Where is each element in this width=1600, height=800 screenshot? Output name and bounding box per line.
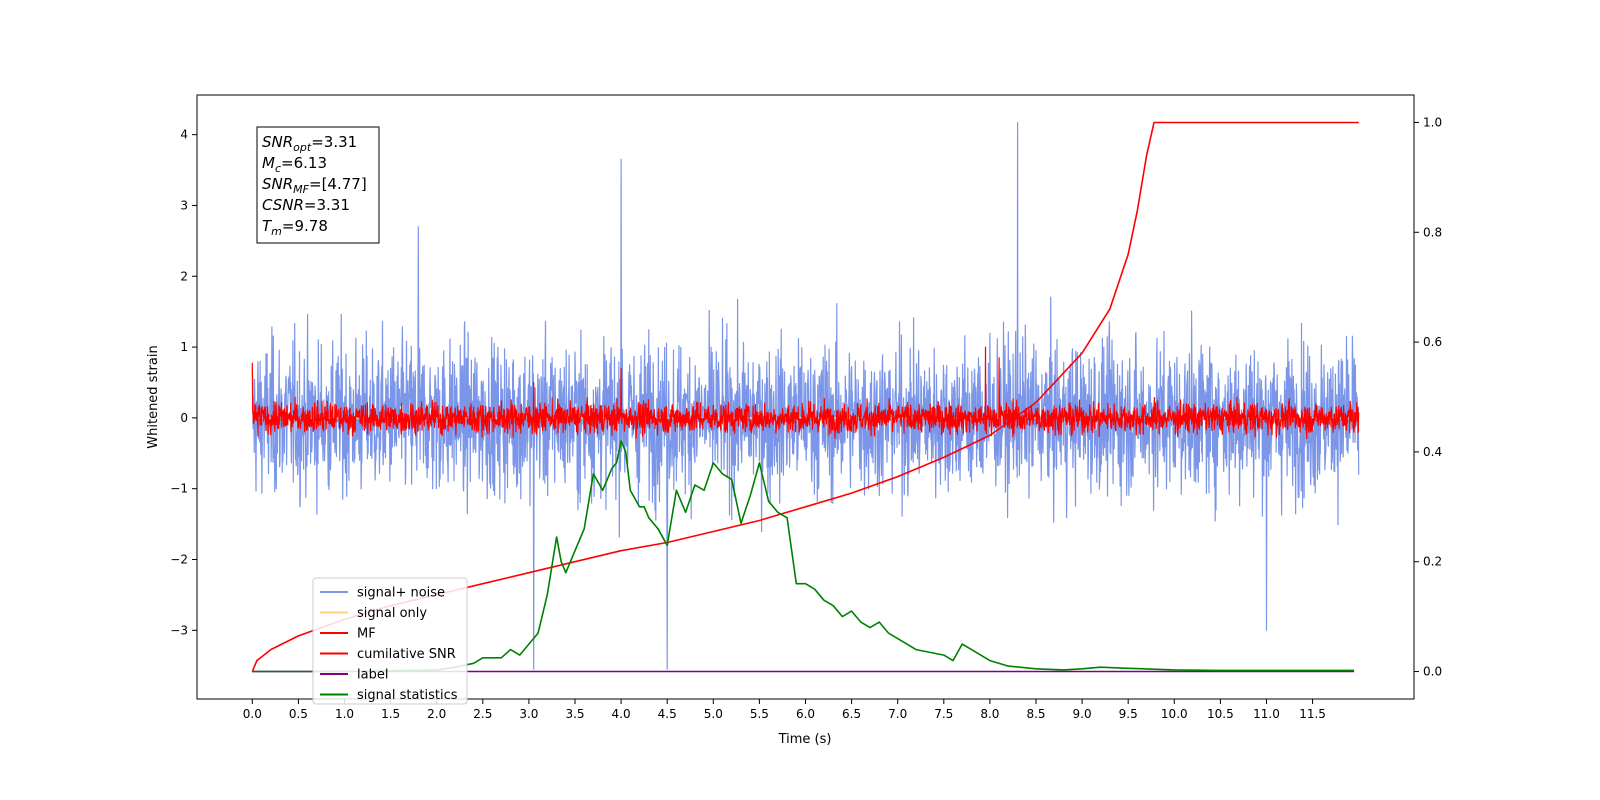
annotation-line: Tm=9.78 bbox=[262, 217, 328, 238]
y-axis-ticks: −3 −2 −1 0 1 2 3 4 bbox=[170, 128, 197, 637]
legend-label: cumilative SNR bbox=[357, 647, 456, 662]
x-axis-label: Time (s) bbox=[778, 732, 832, 747]
annotation-frame bbox=[256, 126, 380, 244]
legend-items: signal+ noise signal only MF cumilative SNR… bbox=[320, 586, 458, 703]
x-tick-label: 10.5 bbox=[1207, 707, 1234, 721]
x-tick-label: 0.0 bbox=[243, 707, 262, 721]
x-tick-label: 11.0 bbox=[1253, 707, 1280, 721]
x-tick-label: 5.5 bbox=[750, 707, 769, 721]
y2-tick-label: 0.2 bbox=[1423, 555, 1442, 569]
annotation-line: SNRopt=3.31 bbox=[262, 133, 357, 154]
legend-frame bbox=[312, 577, 468, 705]
legend: signal+ noise signal only MF cumilative SNR… bbox=[312, 577, 468, 705]
y-tick-label: −2 bbox=[170, 553, 188, 567]
annotation-line: Mc=6.13 bbox=[262, 154, 327, 175]
y2-tick-label: 0.6 bbox=[1423, 335, 1442, 349]
legend-label: signal+ noise bbox=[357, 586, 445, 601]
annotation-line: SNRMF=[4.77] bbox=[262, 175, 367, 196]
legend-label: label bbox=[357, 668, 388, 683]
x-tick-label: 3.5 bbox=[565, 707, 584, 721]
x-tick-label: 8.5 bbox=[1026, 707, 1045, 721]
x-tick-label: 3.0 bbox=[519, 707, 538, 721]
x-tick-label: 2.5 bbox=[473, 707, 492, 721]
y2-tick-label: 0.8 bbox=[1423, 225, 1442, 239]
series-line bbox=[251, 122, 1360, 670]
series-line bbox=[252, 440, 1355, 673]
x-tick-label: 5.0 bbox=[704, 707, 723, 721]
y-tick-label: 2 bbox=[180, 269, 188, 283]
x-tick-label: 0.5 bbox=[289, 707, 308, 721]
x-tick-label: 8.0 bbox=[980, 707, 999, 721]
x-axis-ticks: 0.0 0.5 1.0 1.5 2.0 2.5 3.0 3.5 4.0 4.5 5.0 5.5 6.0 6… bbox=[243, 699, 1326, 721]
y-tick-label: −1 bbox=[170, 482, 188, 496]
y2-tick-label: 0.0 bbox=[1423, 665, 1442, 679]
x-tick-label: 1.5 bbox=[381, 707, 400, 721]
x-tick-label: 1.0 bbox=[335, 707, 354, 721]
x-tick-label: 7.5 bbox=[934, 707, 953, 721]
y-tick-label: −3 bbox=[170, 623, 188, 637]
y-tick-label: 0 bbox=[180, 411, 188, 425]
legend-label: signal only bbox=[357, 606, 427, 621]
y2-axis-ticks: 0.0 0.2 0.4 0.6 0.8 1.0 bbox=[1414, 115, 1442, 679]
x-tick-label: 7.0 bbox=[888, 707, 907, 721]
x-tick-label: 6.5 bbox=[842, 707, 861, 721]
series-line bbox=[251, 346, 1360, 440]
y-tick-label: 4 bbox=[180, 128, 188, 142]
annotation-line: CSNR=3.31 bbox=[262, 196, 350, 214]
x-tick-label: 2.0 bbox=[427, 707, 446, 721]
y-tick-label: 1 bbox=[180, 340, 188, 354]
y-tick-label: 3 bbox=[180, 198, 188, 212]
x-tick-label: 4.5 bbox=[658, 707, 677, 721]
x-tick-label: 9.5 bbox=[1119, 707, 1138, 721]
y2-tick-label: 0.4 bbox=[1423, 445, 1442, 459]
x-tick-label: 6.0 bbox=[796, 707, 815, 721]
y-axis-label: Whitened strain bbox=[146, 345, 161, 448]
legend-label: signal statistics bbox=[357, 688, 458, 703]
legend-label: MF bbox=[357, 627, 376, 642]
y2-tick-label: 1.0 bbox=[1423, 115, 1442, 129]
x-tick-label: 10.0 bbox=[1161, 707, 1188, 721]
x-tick-label: 4.0 bbox=[612, 707, 631, 721]
x-tick-label: 11.5 bbox=[1299, 707, 1326, 721]
x-tick-label: 9.0 bbox=[1073, 707, 1092, 721]
